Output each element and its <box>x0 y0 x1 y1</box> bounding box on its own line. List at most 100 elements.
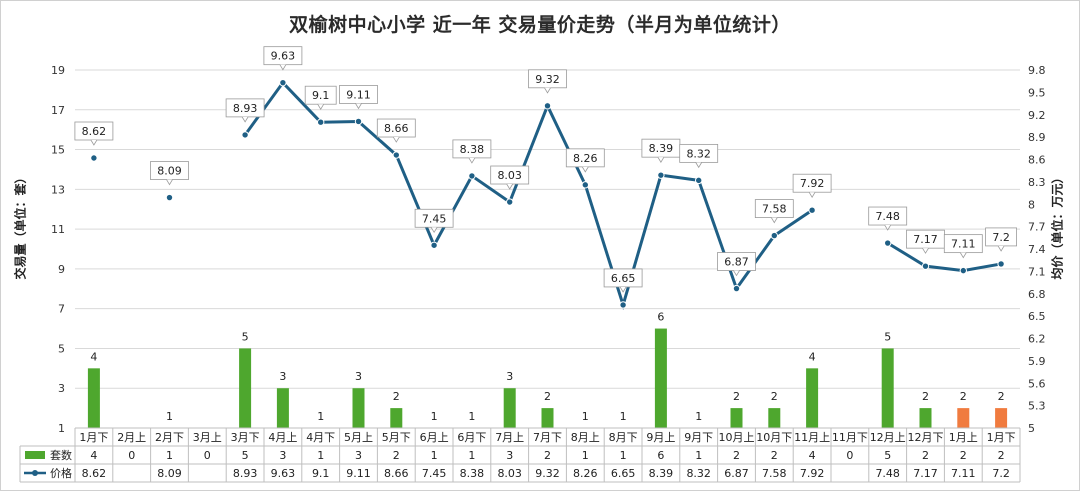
y-right-tick-label: 5.3 <box>1028 400 1046 413</box>
bar-data-label: 2 <box>771 390 778 403</box>
price-label-pointer <box>279 64 287 71</box>
bar-data-label: 2 <box>998 390 1005 403</box>
price-label-pointer <box>544 87 551 94</box>
table-cell-price: 7.48 <box>875 467 900 480</box>
bar-data-label: 2 <box>733 390 740 403</box>
table-cell-count: 3 <box>355 449 362 462</box>
price-point <box>808 206 816 214</box>
table-cell-count: 5 <box>884 449 891 462</box>
table-cell-count: 1 <box>695 449 702 462</box>
bar <box>541 408 554 428</box>
price-label-pointer <box>430 227 438 234</box>
price-data-label: 8.32 <box>686 147 711 160</box>
price-line-segment <box>243 80 813 311</box>
price-point <box>392 151 400 159</box>
price-label-pointer <box>581 166 589 173</box>
price-point <box>543 102 552 110</box>
bar <box>730 408 743 428</box>
bar-data-label: 1 <box>620 410 627 423</box>
bar-data-label: 2 <box>393 390 400 403</box>
bar <box>390 408 403 428</box>
y-right-tick-label: 7.1 <box>1028 265 1046 278</box>
table-cell-price: 9.11 <box>346 467 371 480</box>
x-tick-label: 2月上 <box>117 431 146 444</box>
price-data-label: 7.92 <box>800 177 825 190</box>
table-cell-count: 2 <box>393 449 400 462</box>
bar-data-label: 2 <box>544 390 551 403</box>
y-right-tick-label: 5 <box>1028 422 1035 435</box>
bar <box>276 388 289 428</box>
x-tick-label: 1月上 <box>949 431 978 444</box>
price-data-label: 7.58 <box>762 203 787 216</box>
x-tick-label: 9月上 <box>646 431 675 444</box>
x-tick-label: 12月上 <box>870 431 906 444</box>
y-left-tick-label: 17 <box>51 104 65 117</box>
y-right-tick-label: 7.7 <box>1028 221 1046 234</box>
price-label-pointer <box>166 179 173 186</box>
table-cell-price: 7.45 <box>422 467 447 480</box>
table-cell-count: 5 <box>242 449 249 462</box>
y-left-tick-label: 11 <box>51 223 65 236</box>
x-tick-label: 3月上 <box>193 431 222 444</box>
table-cell-count: 3 <box>279 449 286 462</box>
x-tick-label: 11月上 <box>794 431 830 444</box>
bar <box>768 408 781 428</box>
legend-label: 价格 <box>50 466 72 480</box>
price-label-pointer <box>468 157 476 164</box>
x-tick-label: 6月上 <box>420 431 449 444</box>
table-cell-count: 1 <box>317 449 324 462</box>
table-cell-price: 9.63 <box>271 467 296 480</box>
y-right-tick-label: 8.9 <box>1028 131 1046 144</box>
price-label-pointer <box>241 116 249 123</box>
price-data-label: 7.45 <box>422 212 447 225</box>
table-cell-price: 8.32 <box>686 467 711 480</box>
table-cell-count: 6 <box>657 449 664 462</box>
price-point <box>165 193 174 202</box>
price-data-label: 6.87 <box>724 256 749 269</box>
y-right-tick-label: 6.2 <box>1028 333 1046 346</box>
y-right-tick-label: 9.2 <box>1028 109 1046 122</box>
bar-data-label: 2 <box>960 390 967 403</box>
table-cell-count: 2 <box>922 449 929 462</box>
legend-swatch-marker <box>32 470 38 476</box>
table-cell-count: 3 <box>506 449 513 462</box>
x-tick-label: 12月下 <box>908 431 944 444</box>
x-tick-label: 5月上 <box>344 431 373 444</box>
table-cell-price: 6.87 <box>724 467 749 480</box>
y-right-tick-label: 9.5 <box>1028 86 1046 99</box>
table-cell-price: 8.66 <box>384 467 409 480</box>
price-point <box>921 262 930 270</box>
table-cell-price: 8.39 <box>649 467 674 480</box>
table-cell-price: 7.2 <box>992 467 1010 480</box>
bar-data-label: 4 <box>809 350 816 363</box>
table-cell-count: 1 <box>166 449 173 462</box>
y-right-tick-label: 8.6 <box>1028 154 1046 167</box>
price-point <box>317 118 325 126</box>
price-label-pointer <box>808 192 816 198</box>
price-data-label: 6.65 <box>611 272 636 285</box>
price-data-label: 8.38 <box>460 143 485 156</box>
x-tick-label: 8月下 <box>609 431 638 444</box>
table-cell-count: 0 <box>846 449 853 462</box>
price-point <box>430 241 438 249</box>
price-label-pointer <box>922 247 929 254</box>
x-tick-label: 1月下 <box>987 431 1016 444</box>
price-data-label: 8.39 <box>649 142 674 155</box>
price-label-pointer <box>317 104 325 110</box>
price-data-label: 7.2 <box>992 231 1010 244</box>
price-data-label: 9.63 <box>271 50 296 63</box>
x-tick-label: 7月上 <box>495 431 524 444</box>
price-point <box>884 239 892 247</box>
table-cell-count: 0 <box>204 449 211 462</box>
gridlines <box>75 69 1020 429</box>
bar-data-label: 2 <box>922 390 929 403</box>
bar-data-label: 4 <box>90 350 97 363</box>
price-label-pointer <box>657 156 665 163</box>
price-data-label: 8.26 <box>573 152 598 165</box>
x-tick-label: 1月下 <box>79 431 108 444</box>
table-cell-price: 9.32 <box>535 467 560 480</box>
x-tick-label: 7月下 <box>533 431 562 444</box>
bar <box>654 328 667 428</box>
price-label-pointer <box>884 224 892 231</box>
price-label-pointer <box>619 286 627 293</box>
